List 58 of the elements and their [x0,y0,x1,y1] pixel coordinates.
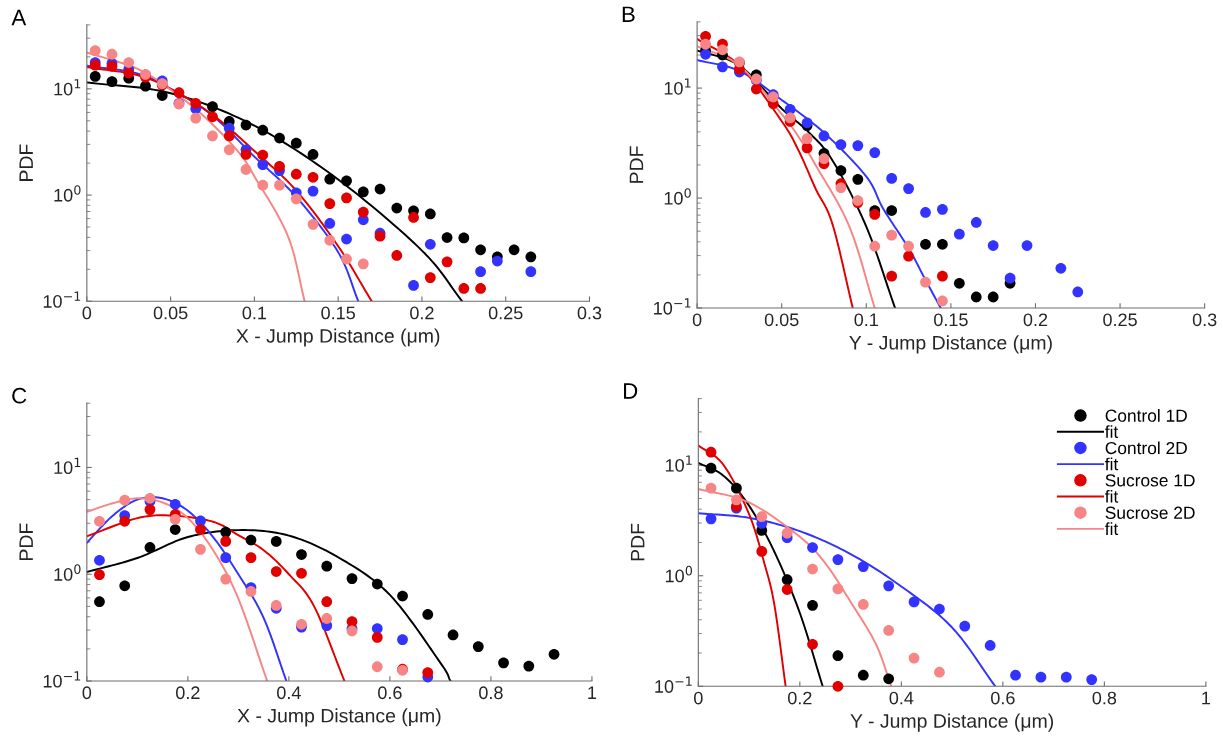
x-axis-title: Y - Jump Distance (μm) [849,335,1052,354]
x-tick-label: 0.15 [321,306,355,320]
y-tick-label: 10$^{1}$ [664,78,691,95]
x-tick-label: 0.05 [764,313,799,327]
x-tick-label: 0.2 [1023,313,1048,327]
x-tick-label: 0.8 [1092,691,1117,705]
x-tick-label: 1 [1202,691,1211,705]
chart-title: D [624,383,638,399]
x-tick-label: 0.4 [889,691,914,705]
legend-label: fit [1105,425,1119,438]
x-tick-label: 0.6 [378,686,402,700]
legend-label: fit [1105,457,1119,471]
x-tick-label: 0.8 [479,686,503,700]
x-tick-label: 0.1 [854,313,878,327]
y-tick-label: 10$^{−1}$ [43,671,81,688]
legend-label: fit [1105,522,1119,536]
x-tick-label: 0.3 [1192,313,1217,327]
legend-label: Control 2D [1105,441,1187,455]
x-tick-label: 0.3 [577,306,602,320]
y-tick-label: 10$^{−1}$ [655,676,692,693]
legend-label: Sucrose 1D [1105,474,1195,487]
x-tick-label: 0.1 [242,306,267,320]
x-tick-label: 0 [694,691,703,705]
x-tick-label: 0 [82,686,92,700]
y-axis-title: PDF [630,523,645,561]
y-tick-label: 10$^{0}$ [54,564,81,581]
y-tick-label: 10$^{−1}$ [43,291,81,308]
x-tick-label: 0.25 [488,306,523,320]
y-tick-label: 10$^{0}$ [54,185,81,202]
y-tick-label: 10$^{1}$ [665,455,692,472]
y-axis-title: PDF [629,146,644,183]
y-tick-label: 10$^{1}$ [54,79,81,96]
x-tick-label: 0.2 [788,691,812,705]
x-tick-label: 0 [692,313,702,327]
legend-label: fit [1105,489,1119,503]
legend-label: Sucrose 2D [1105,506,1195,519]
x-axis-title: X - Jump Distance (μm) [236,328,440,347]
y-tick-label: 10$^{1}$ [54,457,81,475]
legend-label: Control 1D [1105,409,1187,422]
y-axis-title: PDF [19,144,33,181]
x-tick-label: 0.2 [176,686,200,700]
x-tick-label: 0.25 [1103,313,1137,327]
x-tick-label: 0.15 [934,313,968,327]
chart-title: B [622,6,635,22]
chart-title: A [11,9,27,26]
chart-title: C [12,387,27,404]
x-tick-label: 0.05 [153,306,188,320]
x-tick-label: 0.6 [991,691,1015,705]
x-tick-label: 0.2 [410,306,434,320]
y-tick-label: 10$^{0}$ [665,565,693,583]
y-axis-title: PDF [19,523,33,560]
y-tick-label: 10$^{0}$ [664,188,691,205]
x-axis-title: Y - Jump Distance (μm) [850,713,1054,732]
x-axis-title: X - Jump Distance (μm) [237,708,441,727]
x-tick-label: 0 [82,306,92,320]
x-tick-label: 0.4 [277,686,301,700]
y-tick-label: 10$^{−1}$ [654,298,691,315]
x-tick-label: 1 [588,686,597,699]
